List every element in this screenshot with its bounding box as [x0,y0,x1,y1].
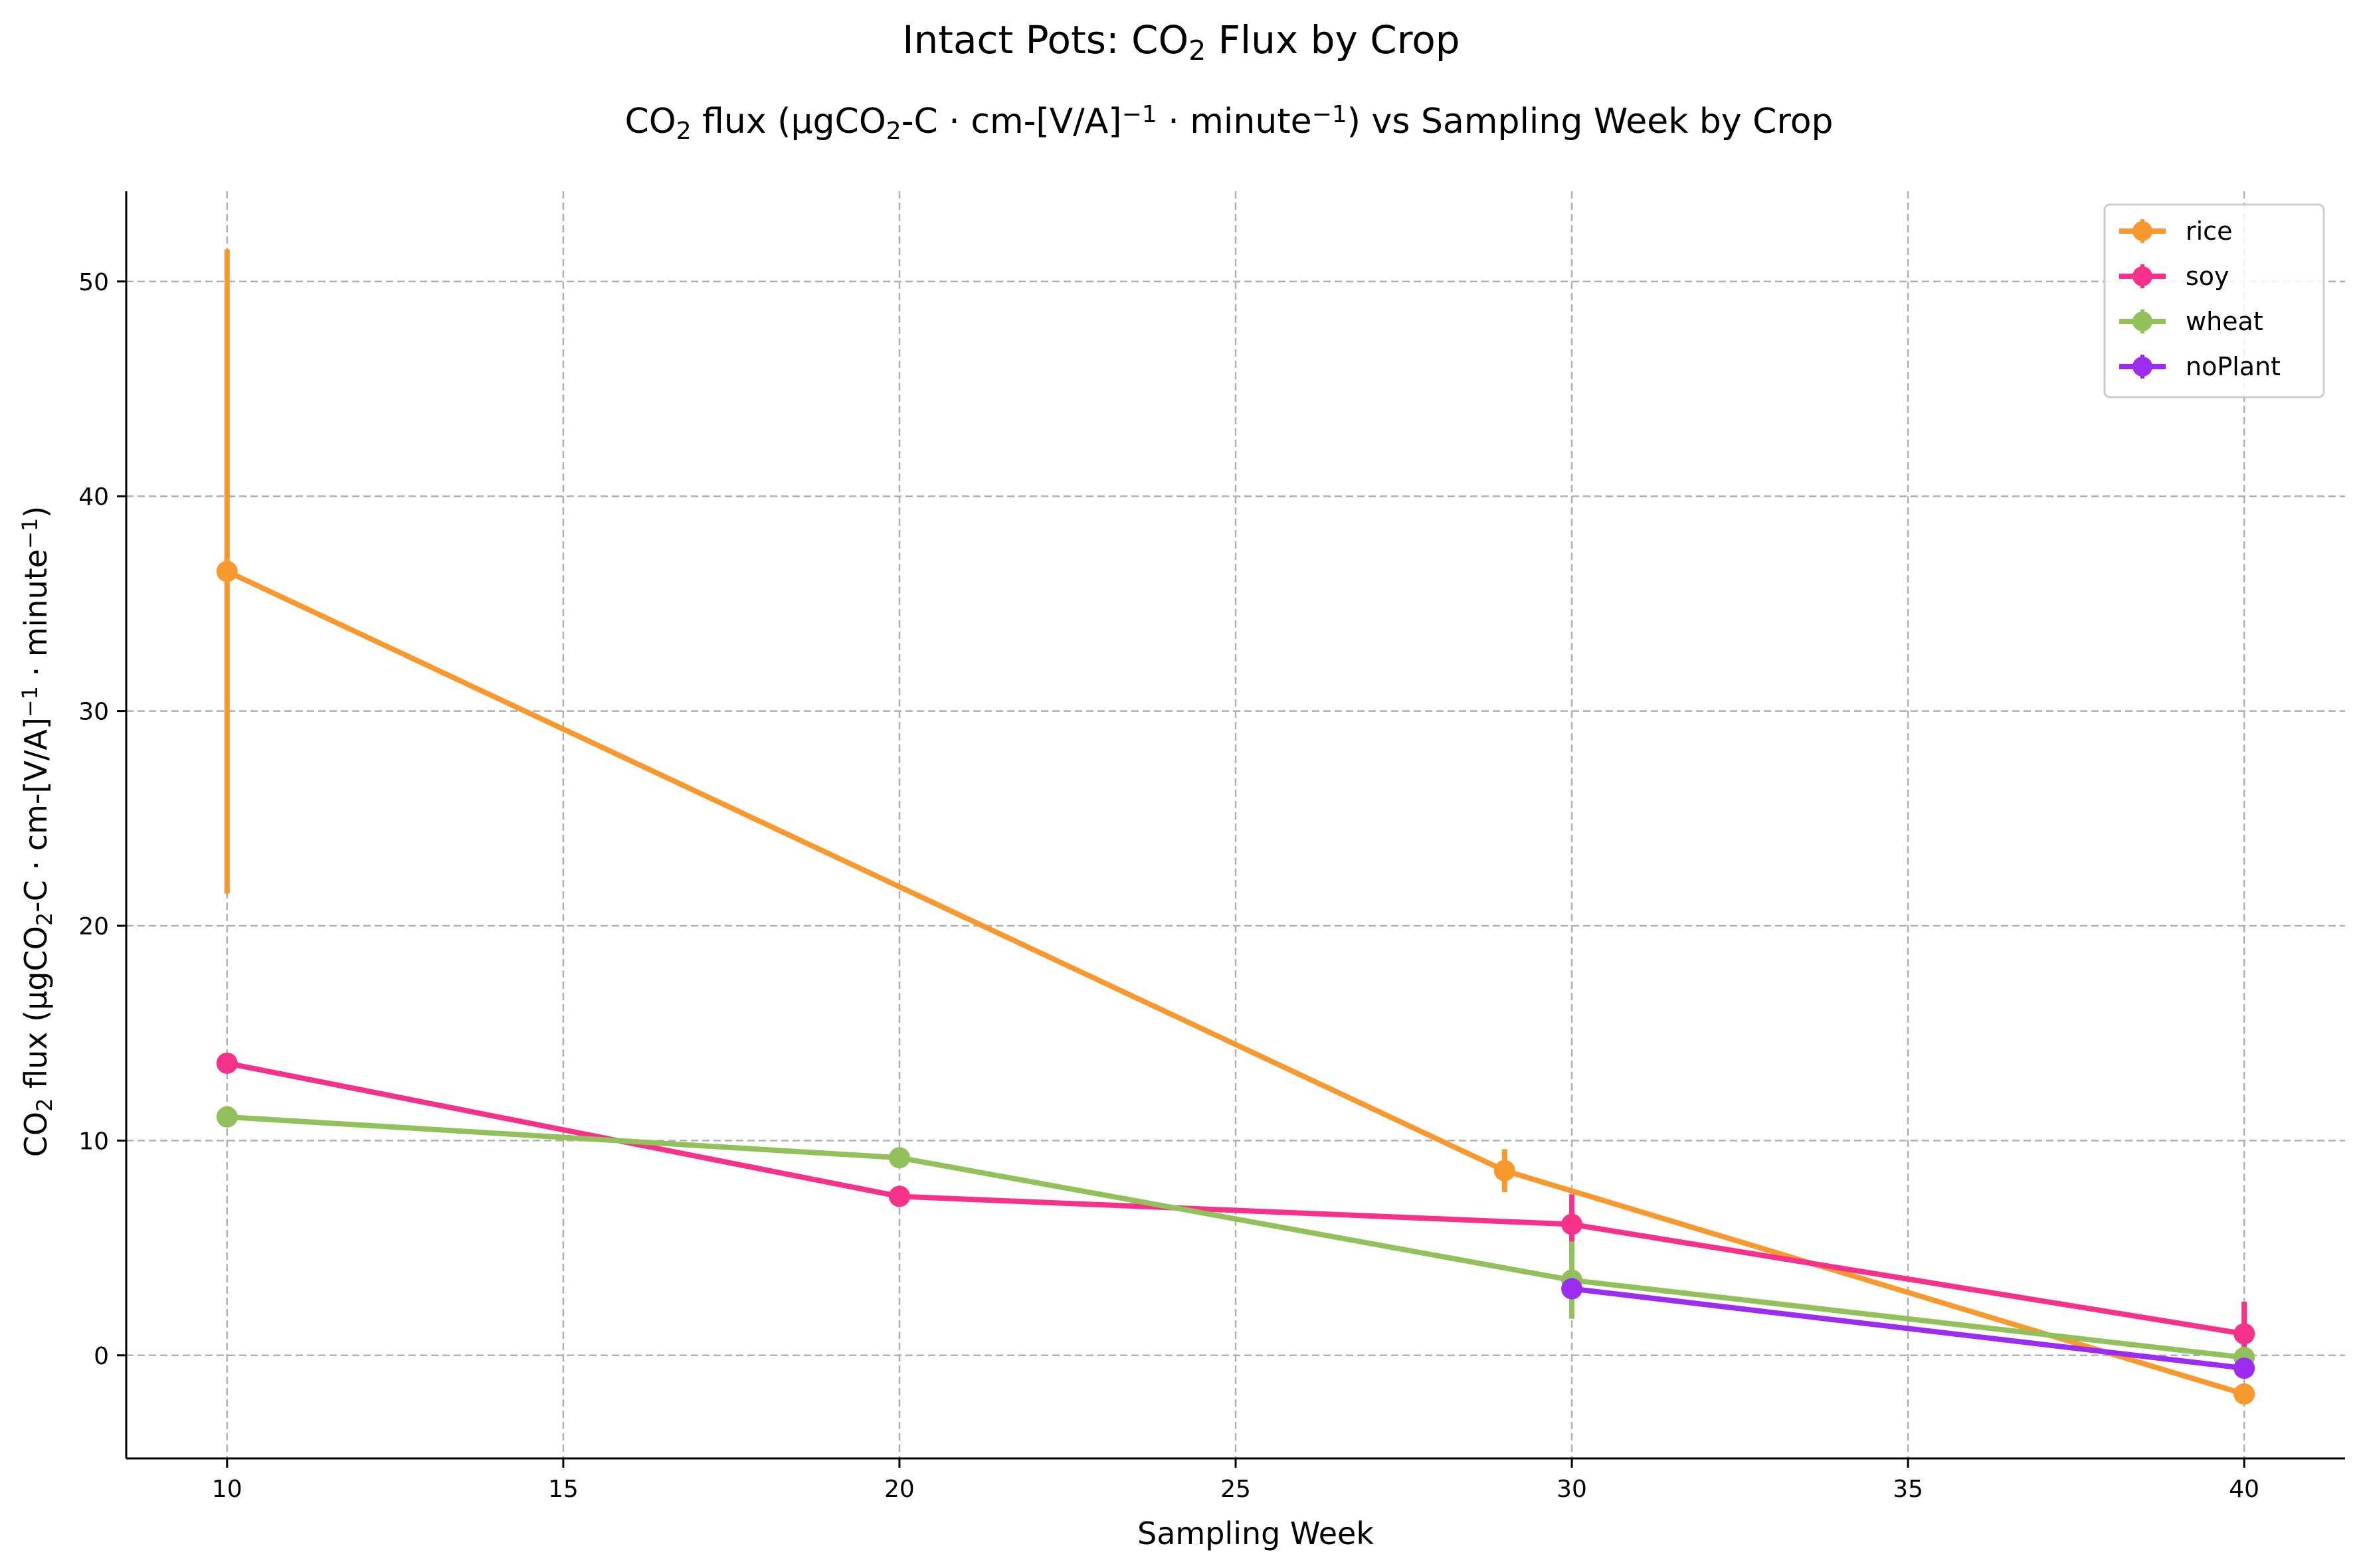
data-point-noPlant [2233,1357,2255,1379]
legend-item-noPlant: noPlant [2119,352,2281,381]
data-point-soy [216,1052,238,1074]
series-line-wheat [227,1114,2245,1360]
data-point-rice [216,561,238,582]
legend-item-soy: soy [2119,262,2229,291]
legend-label: rice [2186,217,2232,246]
y-tick-label: 20 [78,913,109,940]
y-tick-label: 30 [78,699,109,726]
legend-swatch-marker [2132,311,2152,331]
y-axis-ticks: 0 10 20 30 40 50 [78,269,126,1370]
y-tick-label: 10 [78,1128,109,1155]
data-point-wheat [216,1106,238,1128]
series-wheat [216,1106,2255,1369]
data-point-rice [1493,1160,1515,1181]
x-tick-label: 40 [2229,1476,2259,1503]
series-line-noPlant [1571,1286,2245,1371]
y-tick-label: 50 [78,269,109,296]
legend-item-rice: rice [2119,217,2232,246]
x-axis-ticks: 10 15 20 25 30 35 40 [212,1458,2259,1503]
legend-swatch-marker [2132,221,2152,241]
series-line-soy [227,1061,2245,1337]
y-tick-label: 40 [78,483,109,511]
legend: rice soy wheat noPlant [2103,203,2325,398]
x-tick-label: 20 [884,1476,915,1503]
x-tick-label: 15 [548,1476,579,1503]
x-axis-label: Sampling Week [1137,1516,1374,1551]
legend-frame [2103,203,2325,398]
x-tick-label: 35 [1893,1476,1923,1503]
figure-suptitle: Intact Pots: CO2 Flux by Crop [902,17,1460,66]
legend-label: wheat [2186,307,2263,336]
legend-swatch-marker [2132,266,2152,286]
x-tick-label: 10 [212,1476,242,1503]
series-rice [216,249,2255,1405]
data-point-soy [2233,1323,2255,1345]
legend-label: soy [2186,262,2229,291]
series-layer [216,249,2255,1405]
series-noPlant [1561,1278,2255,1379]
data-point-soy [1561,1213,1583,1235]
data-point-soy [888,1185,910,1207]
chart-title: CO2 flux (µgCO2-C · cm-[V/A]−1 · minute−… [624,101,1833,145]
x-tick-label: 25 [1220,1476,1251,1503]
legend-item-wheat: wheat [2119,307,2263,336]
data-point-wheat [888,1147,910,1169]
grid-lines [126,191,2345,1458]
y-axis-label: CO2 flux (µgCO2-C · cm-[V/A]−1 · minute−… [17,506,57,1157]
legend-swatch-marker [2132,357,2152,377]
y-tick-label: 0 [94,1343,109,1370]
x-tick-label: 30 [1557,1476,1587,1503]
legend-label: noPlant [2186,352,2281,381]
data-point-noPlant [1561,1278,1583,1300]
data-point-rice [2233,1383,2255,1405]
